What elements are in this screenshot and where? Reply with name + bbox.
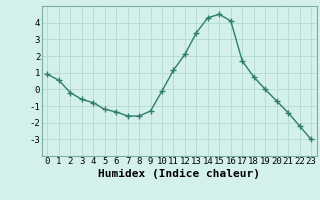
X-axis label: Humidex (Indice chaleur): Humidex (Indice chaleur) xyxy=(98,169,260,179)
